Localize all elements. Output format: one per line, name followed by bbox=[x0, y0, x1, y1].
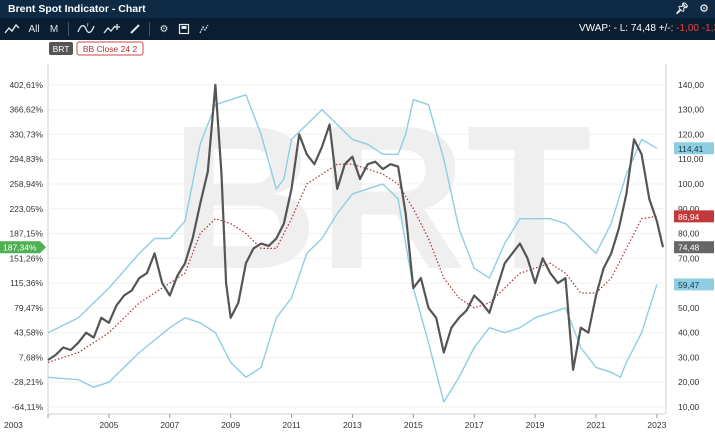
symbol-watermark: BRT bbox=[170, 83, 591, 312]
upper-band-marker-bg bbox=[674, 142, 714, 155]
bb-middle-line bbox=[47, 163, 657, 363]
window-titlebar: Brent Spot Indicator - Chart 📌︎ ⚙ bbox=[0, 0, 715, 18]
left-tick-label: 258,94% bbox=[9, 179, 43, 189]
bb-badge[interactable]: BB Close 24 2 bbox=[83, 44, 138, 54]
change-values: -1,00 -1,32 bbox=[676, 23, 715, 34]
last-price-marker: 74,48 bbox=[678, 243, 700, 253]
left-tick-label: -28,21% bbox=[11, 377, 43, 387]
mid-band-marker-bg bbox=[674, 210, 714, 223]
symbol-badge-bg bbox=[49, 42, 73, 55]
right-tick-label: 40,00 bbox=[678, 328, 700, 338]
quote-readout: VWAP: - L: 74,48 +/-: -1,00 -1,32 bbox=[579, 23, 715, 34]
left-tick-label: 223,05% bbox=[9, 204, 43, 214]
last-price-label: L: 74,48 bbox=[619, 23, 656, 34]
mid-band-marker: 86,94 bbox=[678, 212, 700, 222]
left-tick-label: 115,36% bbox=[10, 278, 43, 288]
right-tick-label: 90,00 bbox=[678, 204, 700, 214]
x-tick-label: 2015 bbox=[404, 420, 423, 430]
x-tick-label: 2007 bbox=[160, 420, 179, 430]
left-tick-label: 366,62% bbox=[9, 105, 43, 115]
left-tick-label: 294,83% bbox=[9, 154, 43, 164]
pin-icon[interactable]: 📌︎ bbox=[675, 3, 690, 15]
x-tick-label: 2005 bbox=[99, 420, 118, 430]
svg-text:f: f bbox=[87, 23, 89, 29]
right-tick-label: 80,00 bbox=[678, 229, 700, 239]
change-label: +/-: bbox=[658, 23, 674, 34]
settings-icon[interactable]: ⚙ bbox=[699, 3, 709, 15]
chart-grid bbox=[47, 64, 667, 415]
compare-icon[interactable] bbox=[198, 21, 210, 37]
chart-area[interactable]: BRT 402,61% 366,62% 330,73% 294,83% 258,94% 2… bbox=[0, 40, 715, 432]
right-tick-label: 10,00 bbox=[678, 402, 700, 412]
left-tick-label: 330,73% bbox=[9, 129, 43, 139]
right-tick-label: 50,00 bbox=[678, 303, 700, 313]
bb-badge-bg bbox=[76, 41, 144, 56]
series-layer bbox=[47, 83, 665, 403]
x-tick-label: 2021 bbox=[587, 420, 606, 430]
right-tick-label: 120,00 bbox=[678, 129, 704, 139]
left-pct-marker: 187,34% bbox=[3, 243, 37, 253]
bb-lower-line bbox=[47, 183, 658, 403]
vwap-label: VWAP: - bbox=[579, 23, 617, 34]
window-title: Brent Spot Indicator - Chart bbox=[8, 3, 146, 15]
axis-markers: 114,41 86,94 74,48 59,47 187,34% bbox=[0, 142, 714, 291]
bb-upper-line bbox=[47, 94, 658, 334]
x-tick-label: 2003 bbox=[4, 420, 23, 430]
legend: BRT BB Close 24 2 bbox=[49, 41, 144, 56]
toolbar-separator bbox=[68, 22, 69, 36]
left-pct-marker-bg bbox=[0, 241, 46, 254]
x-tick-label: 2017 bbox=[465, 420, 484, 430]
lower-band-marker: 59,47 bbox=[678, 280, 700, 290]
range-all-button[interactable]: All bbox=[28, 23, 40, 35]
x-tick-label: 2023 bbox=[647, 420, 666, 430]
x-tick-label: 2019 bbox=[526, 420, 545, 430]
left-tick-label: 402,61% bbox=[9, 80, 43, 90]
upper-band-marker: 114,41 bbox=[678, 144, 704, 154]
lower-band-marker-bg bbox=[674, 278, 714, 291]
add-indicator-icon[interactable] bbox=[103, 21, 121, 37]
chart-type-icon[interactable]: f bbox=[77, 21, 95, 37]
left-tick-label: 43,58% bbox=[14, 328, 43, 338]
draw-pencil-icon[interactable] bbox=[129, 21, 141, 37]
right-tick-label: 70,00 bbox=[678, 253, 700, 263]
settings-gear-icon[interactable]: ⚙ bbox=[159, 23, 169, 35]
x-tick-label: 2009 bbox=[221, 420, 240, 430]
price-chart[interactable]: BRT 402,61% 366,62% 330,73% 294,83% 258,94% 2… bbox=[0, 40, 715, 432]
right-tick-label: 140,00 bbox=[678, 80, 704, 90]
right-axis: 140,00 130,00 120,00 110,00 100,00 90,00 80,00… bbox=[678, 80, 704, 412]
symbol-badge[interactable]: BRT bbox=[53, 44, 70, 54]
left-tick-label: 79,47% bbox=[14, 303, 43, 313]
save-icon[interactable] bbox=[178, 21, 190, 37]
x-tick-label: 2011 bbox=[282, 420, 301, 430]
x-axis: 2003 2005 2007 2009 2011 2013 2015 2017 2019 2021… bbox=[4, 414, 667, 430]
left-tick-label: 151,26% bbox=[9, 253, 43, 263]
right-tick-label: 20,00 bbox=[678, 377, 700, 387]
left-tick-label: -64,11% bbox=[12, 402, 43, 412]
right-tick-label: 100,00 bbox=[678, 179, 704, 189]
right-tick-label: 30,00 bbox=[678, 352, 700, 362]
x-tick-label: 2013 bbox=[343, 420, 362, 430]
right-tick-label: 130,00 bbox=[678, 105, 704, 115]
toolbar-separator bbox=[149, 22, 150, 36]
right-tick-label: 110,00 bbox=[678, 154, 704, 164]
left-tick-label: 187,15% bbox=[9, 229, 43, 239]
left-axis: 402,61% 366,62% 330,73% 294,83% 258,94% 223,0… bbox=[9, 80, 43, 412]
chart-toolbar: All M f ⚙ VWAP: - L: 74,48 +/-: -1,00 -1… bbox=[0, 18, 715, 40]
interval-m-button[interactable]: M bbox=[49, 23, 59, 35]
left-tick-label: 7,68% bbox=[19, 352, 44, 362]
line-chart-icon[interactable] bbox=[4, 21, 20, 37]
last-price-marker-bg bbox=[674, 241, 714, 254]
price-line bbox=[47, 83, 665, 371]
